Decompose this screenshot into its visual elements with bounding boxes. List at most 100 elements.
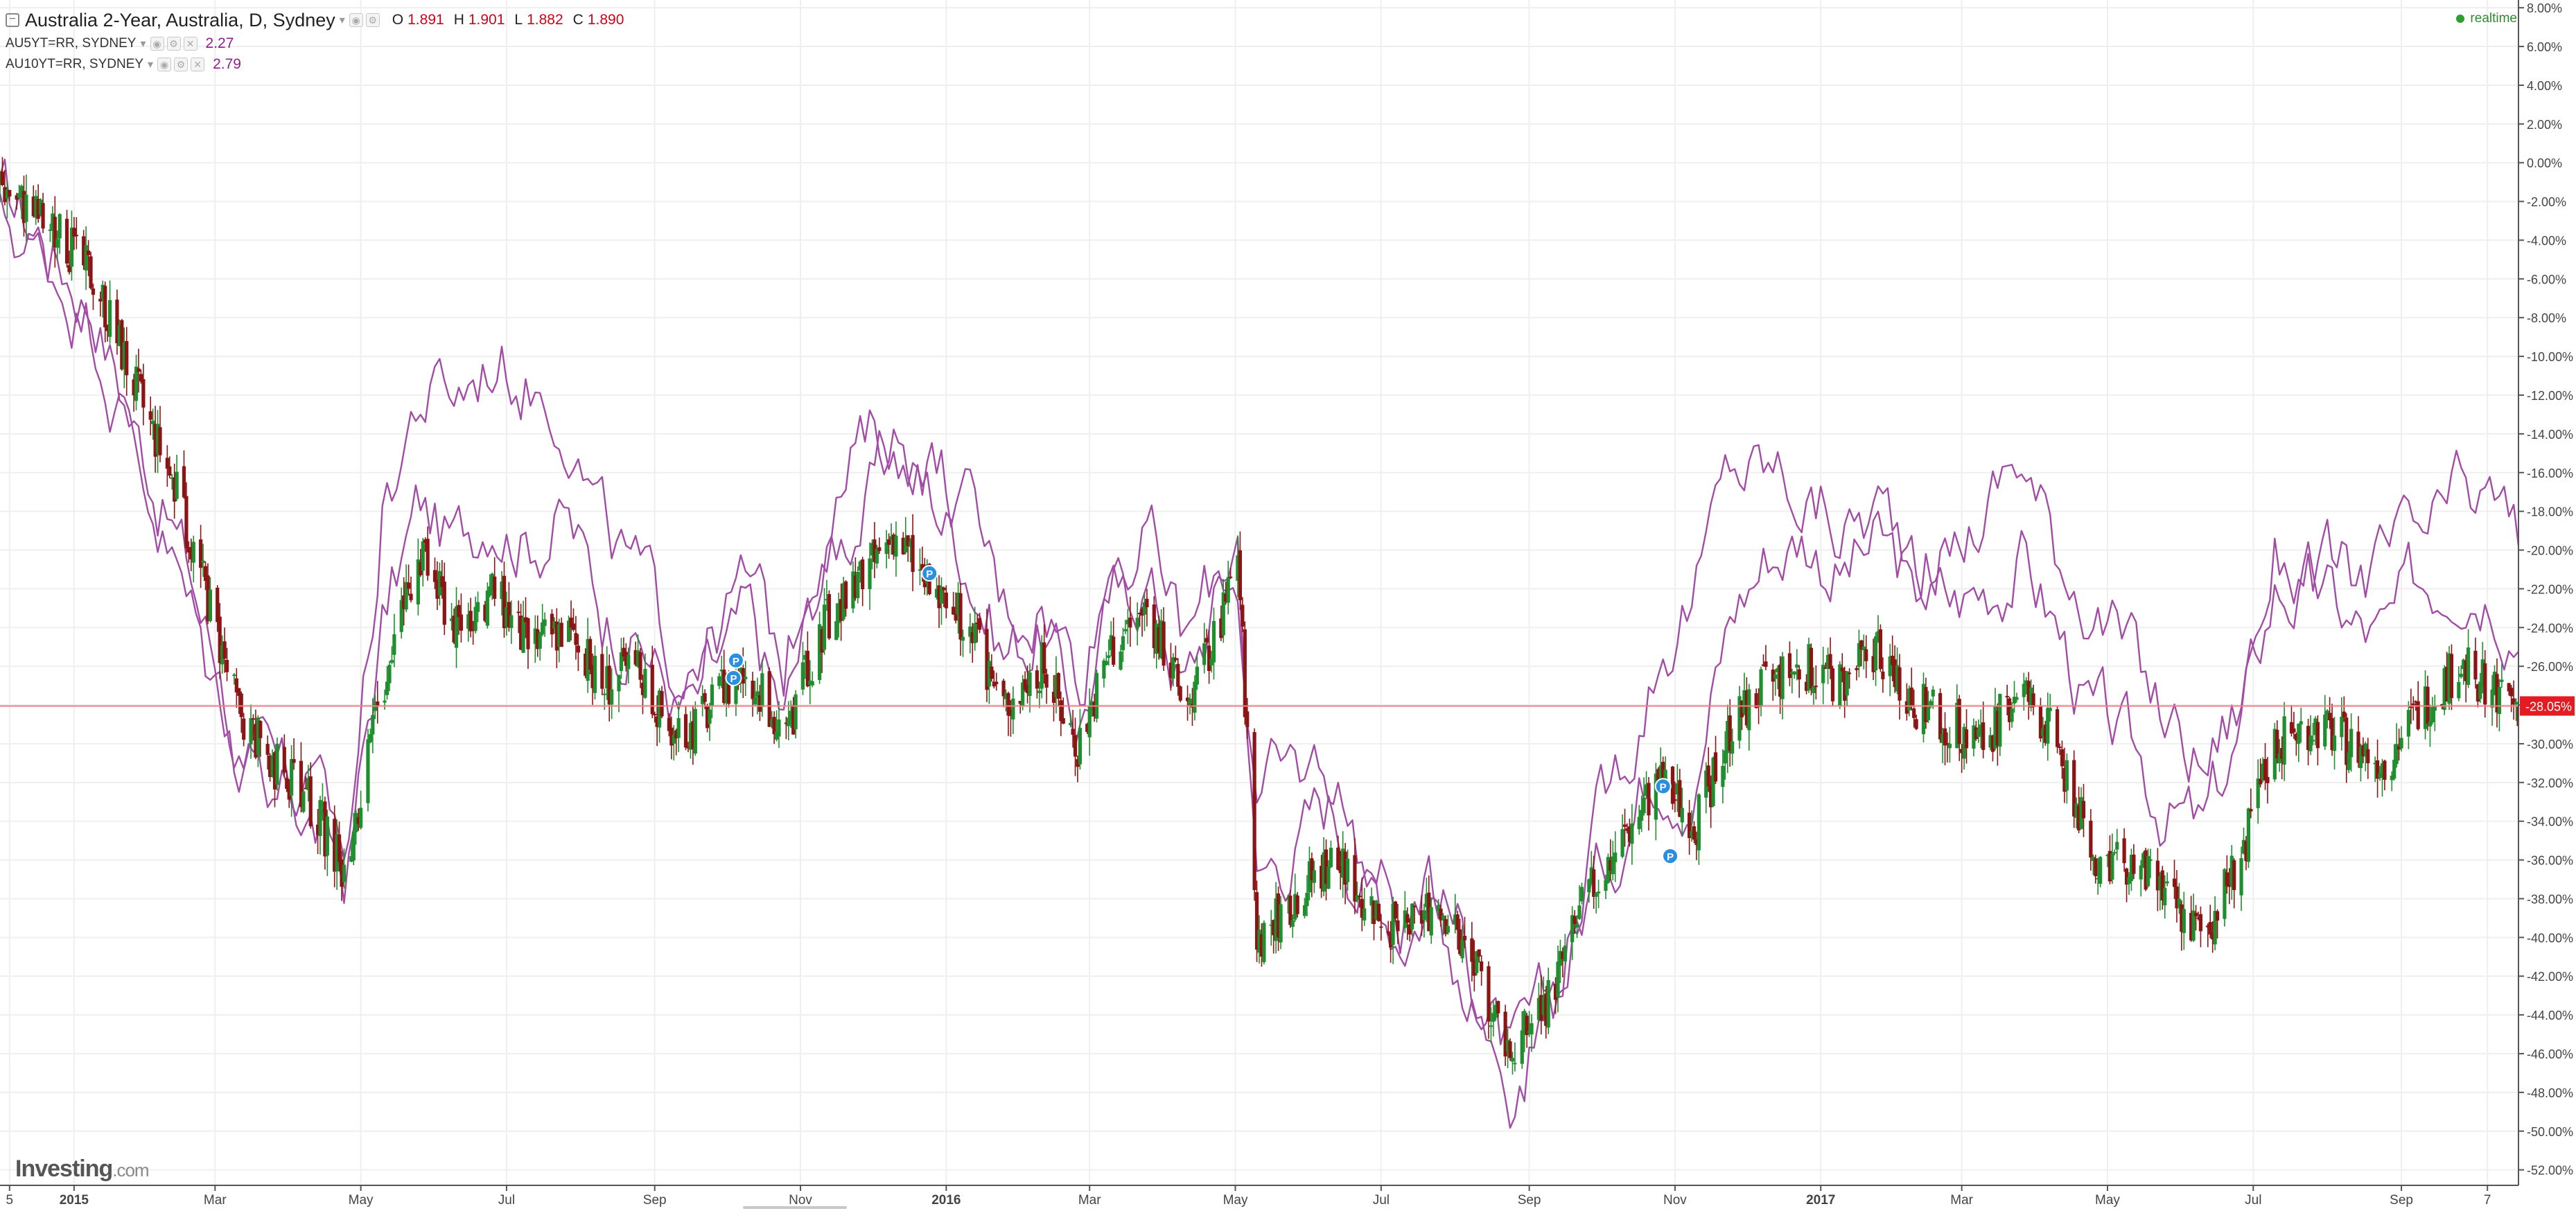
candle-down bbox=[304, 787, 308, 790]
candle-up bbox=[956, 593, 961, 616]
chevron-down-icon[interactable]: ▾ bbox=[148, 59, 154, 71]
realtime-indicator: realtime bbox=[2456, 11, 2517, 26]
candle-down bbox=[182, 466, 186, 498]
candle-down bbox=[1627, 826, 1632, 842]
close-icon[interactable]: ✕ bbox=[183, 37, 198, 51]
candle-up bbox=[753, 697, 757, 705]
candle-up bbox=[1773, 674, 1778, 679]
candle-down bbox=[1470, 938, 1474, 962]
candle-up bbox=[1644, 784, 1649, 796]
candle-up bbox=[1523, 1011, 1527, 1035]
candle-up bbox=[2423, 686, 2428, 729]
candle-up bbox=[1142, 602, 1147, 615]
candle-down bbox=[1797, 669, 1801, 680]
candle-up bbox=[34, 195, 38, 218]
candle-up bbox=[1792, 671, 1796, 675]
candle-down bbox=[2055, 709, 2060, 747]
collapse-legend-icon[interactable]: − bbox=[6, 13, 19, 27]
current-price-label: -28.05% bbox=[2525, 699, 2572, 713]
candle-up bbox=[1391, 903, 1395, 946]
candle-up bbox=[359, 808, 363, 828]
candle-down bbox=[41, 202, 45, 229]
candle-up bbox=[1731, 741, 1735, 754]
candle-down bbox=[2361, 744, 2365, 756]
settings-icon[interactable]: ⚙ bbox=[174, 58, 189, 71]
candle-up bbox=[256, 717, 260, 755]
candle-up bbox=[755, 691, 760, 697]
candle-down bbox=[1152, 604, 1156, 648]
eye-icon[interactable]: ◉ bbox=[157, 58, 172, 71]
candle-down bbox=[1864, 649, 1868, 661]
candle-down bbox=[2397, 746, 2401, 750]
candle-down bbox=[36, 199, 40, 219]
candle-up bbox=[1711, 757, 1715, 806]
candle-up bbox=[1441, 915, 1446, 921]
price-axis-tick-label: -8.00% bbox=[2527, 311, 2566, 325]
legend-main-row[interactable]: − Australia 2-Year, Australia, D, Sydney… bbox=[6, 8, 624, 32]
candle-down bbox=[1176, 663, 1180, 687]
candle-up bbox=[2277, 753, 2281, 764]
candle-up bbox=[416, 559, 420, 605]
time-axis-tick-label: May bbox=[1223, 1193, 1248, 1208]
close-icon[interactable]: ✕ bbox=[191, 58, 205, 71]
legend-series-row-au5y[interactable]: AU5YT=RR, SYDNEY ▾ ◉ ⚙ ✕ 2.27 bbox=[6, 33, 624, 54]
candle-up bbox=[973, 623, 977, 643]
candle-up bbox=[1861, 646, 1866, 651]
candle-down bbox=[402, 595, 406, 609]
time-axis-tick-label: Nov bbox=[1663, 1193, 1687, 1208]
candle-down bbox=[2483, 663, 2487, 705]
candle-up bbox=[1575, 924, 1579, 928]
candle-up bbox=[1369, 896, 1374, 906]
candle-down bbox=[920, 564, 925, 570]
candle-up bbox=[39, 200, 43, 215]
candle-up bbox=[676, 717, 681, 738]
candle-down bbox=[141, 378, 146, 408]
candle-down bbox=[1173, 658, 1177, 661]
eye-icon[interactable]: ◉ bbox=[150, 37, 164, 51]
candle-up bbox=[822, 604, 827, 650]
candle-up bbox=[2380, 763, 2385, 778]
price-axis-tick-label: 6.00% bbox=[2527, 40, 2562, 54]
candle-up bbox=[1940, 733, 1945, 743]
candle-up bbox=[841, 583, 845, 620]
candle-up bbox=[122, 342, 126, 369]
candle-up bbox=[2428, 721, 2433, 726]
candle-down bbox=[1855, 668, 1859, 670]
settings-icon[interactable]: ⚙ bbox=[365, 13, 380, 27]
investing-logo[interactable]: Investing.com bbox=[15, 1156, 150, 1183]
candle-up bbox=[385, 681, 389, 695]
candle-down bbox=[873, 539, 877, 562]
candle-up bbox=[354, 812, 358, 833]
eye-icon[interactable]: ◉ bbox=[349, 13, 363, 27]
candle-down bbox=[1372, 900, 1376, 925]
candle-down bbox=[1553, 984, 1558, 1000]
candle-up bbox=[1329, 848, 1333, 867]
candle-up bbox=[557, 624, 561, 647]
candle-up bbox=[1931, 689, 1935, 697]
legend-series-row-au10y[interactable]: AU10YT=RR, SYDNEY ▾ ◉ ⚙ ✕ 2.79 bbox=[6, 54, 624, 75]
candle-down bbox=[1241, 604, 1245, 627]
candle-down bbox=[218, 616, 222, 663]
candle-down bbox=[2062, 767, 2067, 792]
candle-down bbox=[2356, 731, 2360, 763]
candle-down bbox=[1035, 670, 1039, 689]
settings-icon[interactable]: ⚙ bbox=[166, 37, 181, 51]
candle-down bbox=[237, 688, 241, 696]
candle-down bbox=[1360, 898, 1364, 918]
price-axis-tick-label: -48.00% bbox=[2527, 1086, 2573, 1100]
chevron-down-icon[interactable]: ▾ bbox=[140, 38, 146, 50]
candle-down bbox=[2289, 722, 2294, 734]
main-series-title: Australia 2-Year, Australia, D, Sydney bbox=[25, 9, 335, 31]
chevron-down-icon[interactable]: ▾ bbox=[339, 15, 345, 26]
candle-down bbox=[784, 722, 788, 724]
candle-up bbox=[1422, 910, 1426, 921]
candle-down bbox=[1740, 700, 1744, 717]
candle-up bbox=[1312, 870, 1316, 883]
candle-down bbox=[703, 692, 707, 702]
candle-down bbox=[203, 566, 208, 581]
candle-up bbox=[1355, 895, 1359, 900]
time-scrollbar[interactable] bbox=[743, 1206, 847, 1209]
candle-down bbox=[2495, 674, 2499, 713]
